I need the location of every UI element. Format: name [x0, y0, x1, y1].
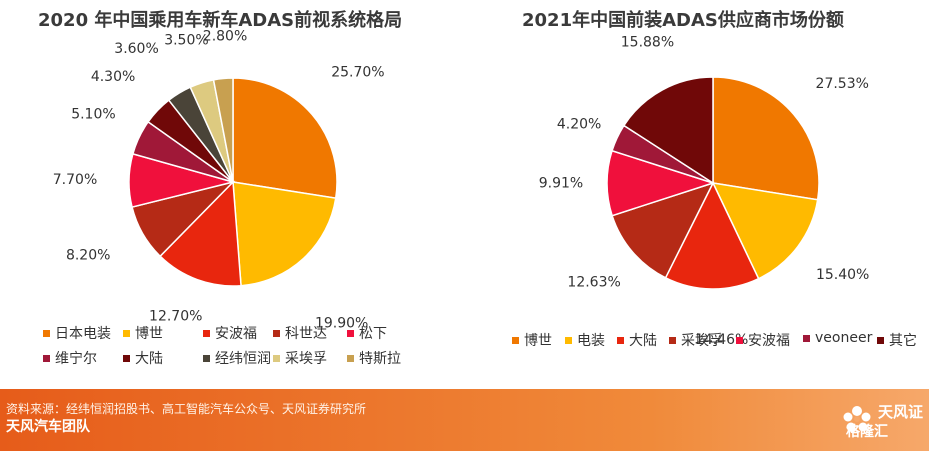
legend-item-1-0: 博世 [512, 330, 552, 350]
legend-swatch [203, 329, 210, 337]
data-label-0-2: 12.70% [149, 309, 202, 325]
legend-item-0-2: 安波福 [203, 323, 257, 343]
legend-label: 大陆 [135, 351, 163, 367]
legend-label: 博世 [135, 326, 163, 342]
legend-label: 安波福 [748, 333, 790, 349]
data-label-0-5: 5.10% [71, 107, 115, 123]
legend-swatch [669, 336, 676, 344]
legend-swatch [203, 354, 210, 362]
logo-text-top: 天风证 [878, 403, 924, 421]
legend-item-0-7: 经纬恒润 [203, 348, 271, 368]
legend-label: 科世达 [285, 326, 327, 342]
legend-label: 采埃孚 [285, 351, 327, 367]
chart-title-2020: 2020 年中国乘用车新车ADAS前视系统格局 [38, 10, 403, 31]
legend-label: veoneer [815, 330, 873, 346]
legend-label: 经纬恒润 [215, 351, 271, 367]
brand-logo: 天风证 格隆汇 [838, 399, 928, 441]
data-label-0-6: 4.30% [91, 69, 135, 85]
legend-item-0-5: 维宁尔 [43, 348, 97, 368]
legend-swatch [512, 336, 519, 344]
pie-chart-2021: 27.53% 15.40% 14.46% 12.63% 9.91% 4.20% 15.88% [539, 35, 870, 348]
legend-swatch [43, 354, 50, 362]
pie-slice-0-9 [212, 77, 234, 183]
pie-slice-1-3 [611, 181, 715, 279]
legend-label: 大陆 [629, 333, 657, 349]
pie-slice-1-1 [711, 182, 819, 280]
pie-chart-2020: 25.70% 19.90% 12.70% 8.20% 7.70% 5.10% 4.30% 3.… [53, 29, 385, 332]
legend-swatch [273, 329, 280, 337]
legend-label: 安波福 [215, 326, 257, 342]
data-label-1-1: 15.40% [816, 267, 869, 283]
chart-title-2021: 2021年中国前装ADAS供应商市场份额 [522, 10, 844, 31]
legend-item-0-3: 科世达 [273, 323, 327, 343]
legend-swatch [347, 354, 354, 362]
data-label-1-4: 9.91% [539, 175, 583, 191]
legend-item-0-1: 博世 [123, 323, 163, 343]
legend-item-1-1: 电装 [565, 330, 605, 350]
legend-label: 其它 [889, 333, 917, 349]
data-label-1-0: 27.53% [816, 76, 869, 92]
pie-slice-0-1 [232, 181, 337, 287]
source-note: 资料来源：经纬恒润招股书、高工智能汽车公众号、天风证券研究所 [6, 402, 367, 416]
legend-swatch [347, 329, 354, 337]
data-label-1-3: 12.63% [567, 274, 620, 290]
pie-slice-0-0 [232, 77, 338, 200]
legend-label: 特斯拉 [359, 351, 401, 367]
legend-item-0-8: 采埃孚 [273, 348, 327, 368]
legend-item-1-5: veoneer [803, 330, 872, 346]
footer-bar: 资料来源：经纬恒润招股书、高工智能汽车公众号、天风证券研究所 天风汽车团队 天风… [0, 389, 929, 451]
legend-swatch [43, 329, 50, 337]
data-label-0-1: 19.90% [315, 315, 368, 331]
legend-item-0-0: 日本电装 [43, 323, 111, 343]
legend-swatch [736, 336, 743, 344]
legend-item-0-6: 大陆 [123, 348, 163, 368]
logo-text-bottom: 格隆汇 [846, 424, 888, 440]
flower-logo-icon [843, 406, 871, 432]
data-label-0-7: 3.60% [114, 41, 158, 57]
data-label-0-8: 3.50% [164, 32, 208, 48]
data-label-1-2: 14.46% [695, 332, 748, 348]
legend-swatch [877, 336, 884, 344]
legend-item-1-3: 采埃孚 [669, 330, 723, 350]
data-label-1-6: 15.88% [621, 35, 674, 51]
legend-label: 松下 [359, 326, 387, 342]
legend-item-1-2: 大陆 [617, 330, 657, 350]
legend-swatch [123, 354, 130, 362]
legend-item-1-6: 其它 [877, 330, 917, 350]
pie-slice-1-0 [712, 76, 820, 201]
data-label-0-9: 2.80% [203, 29, 247, 45]
data-label-0-4: 7.70% [53, 172, 97, 188]
legend-swatch [565, 336, 572, 344]
legend-label: 采埃孚 [681, 333, 723, 349]
legend-swatch [273, 354, 280, 362]
legend-item-0-4: 松下 [347, 323, 387, 343]
legend-item-0-9: 特斯拉 [347, 348, 401, 368]
legend-swatch [803, 334, 810, 342]
legend-swatch [123, 329, 130, 337]
legend-label: 日本电装 [55, 326, 111, 342]
pie-slice-1-6 [622, 76, 714, 185]
legend-label: 维宁尔 [55, 351, 97, 367]
pie-slice-0-2 [159, 180, 242, 287]
legend-label: 博世 [524, 333, 552, 349]
data-label-0-3: 8.20% [66, 247, 110, 263]
legend-swatch [617, 336, 624, 344]
team-name: 天风汽车团队 [6, 419, 90, 435]
legend-item-1-4: 安波福 [736, 330, 790, 350]
legend-label: 电装 [577, 333, 605, 349]
pie-slice-1-2 [664, 181, 760, 290]
data-label-1-5: 4.20% [557, 116, 601, 132]
data-label-0-0: 25.70% [331, 64, 384, 80]
